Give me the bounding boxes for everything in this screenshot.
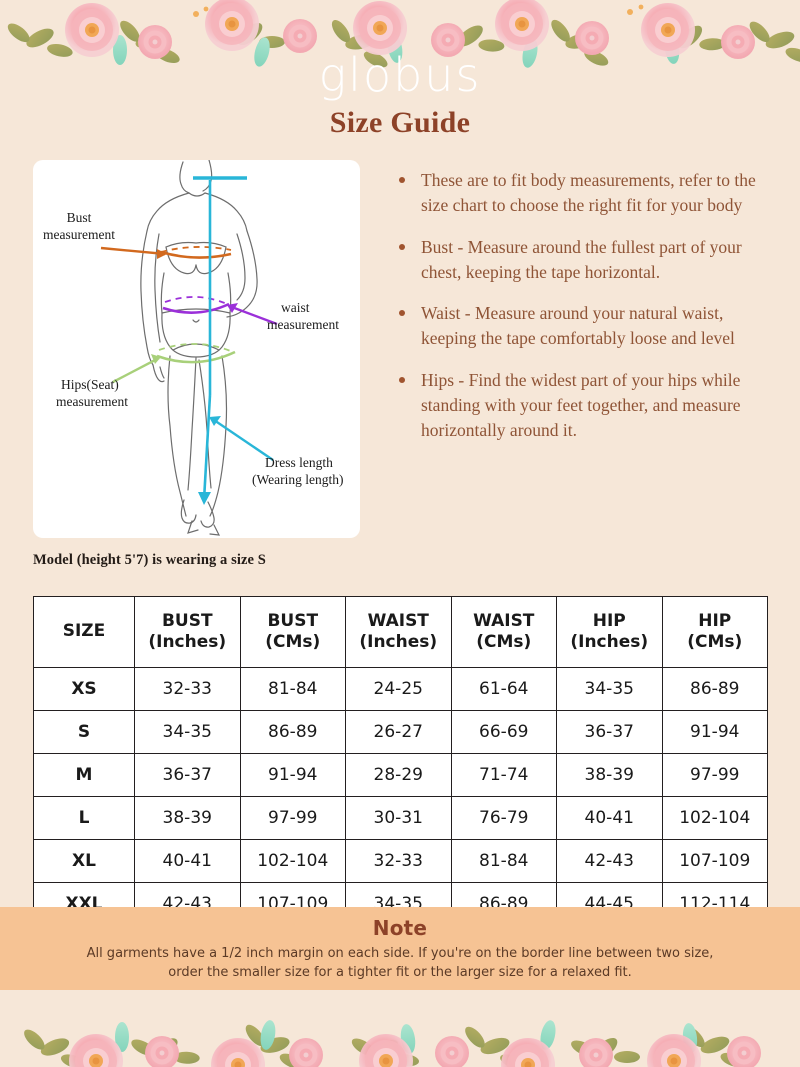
cell-size: XL [33, 839, 135, 883]
cell-waist-inches: 26-27 [345, 710, 452, 754]
waist-measure-arrow [162, 296, 278, 326]
cell-bust-cms: 81-84 [239, 667, 346, 711]
bullet-icon [399, 310, 405, 317]
measurement-tips-list: These are to fit body measurements, refe… [395, 168, 765, 443]
cell-waist-cms: 66-69 [450, 710, 557, 754]
main-content: Bust measurement waist measurement Hips(… [0, 160, 800, 569]
dress-label-line2: (Wearing length) [252, 472, 344, 487]
cell-bust-cms: 91-94 [239, 753, 346, 797]
cell-size: XS [33, 667, 135, 711]
list-item: Waist - Measure around your natural wais… [395, 301, 765, 351]
list-item: Hips - Find the widest part of your hips… [395, 368, 765, 443]
list-item: Bust - Measure around the fullest part o… [395, 235, 765, 285]
cell-hip-cms: 97-99 [661, 753, 768, 797]
table-row: L 38-39 97-99 30-31 76-79 40-41 102-104 [33, 796, 768, 840]
cell-size: M [33, 753, 135, 797]
cell-hip-inches: 36-37 [556, 710, 663, 754]
cell-waist-inches: 32-33 [345, 839, 452, 883]
size-chart-table-container: SIZE BUST (Inches) BUST (CMs) WAIST (Inc… [33, 596, 768, 926]
note-title: Note [372, 916, 428, 940]
cell-hip-cms: 86-89 [661, 667, 768, 711]
column-header-hip-inches: HIP (Inches) [556, 596, 663, 668]
table-header-row: SIZE BUST (Inches) BUST (CMs) WAIST (Inc… [33, 596, 768, 668]
bullet-icon [399, 243, 405, 250]
cell-hip-inches: 40-41 [556, 796, 663, 840]
cell-hip-cms: 102-104 [661, 796, 768, 840]
bust-label-line1: Bust [67, 210, 92, 225]
cell-waist-inches: 28-29 [345, 753, 452, 797]
table-row: S 34-35 86-89 26-27 66-69 36-37 91-94 [33, 710, 768, 754]
cell-size: S [33, 710, 135, 754]
page-title: Size Guide [329, 106, 471, 139]
column-header-waist-inches: WAIST (Inches) [345, 596, 452, 668]
cell-hip-inches: 34-35 [556, 667, 663, 711]
column-header-hip-cms: HIP (CMs) [661, 596, 768, 668]
hips-label-line1: Hips(Seat) [61, 377, 119, 392]
cell-waist-cms: 81-84 [450, 839, 557, 883]
tip-text: Waist - Measure around your natural wais… [421, 303, 735, 349]
cell-bust-inches: 38-39 [134, 796, 241, 840]
hips-measure-arrow [112, 343, 236, 384]
cell-bust-inches: 34-35 [134, 710, 241, 754]
column-header-bust-cms: BUST (CMs) [239, 596, 346, 668]
body-measurement-diagram: Bust measurement waist measurement Hips(… [33, 160, 360, 538]
cell-hip-inches: 38-39 [556, 753, 663, 797]
tip-text: Bust - Measure around the fullest part o… [421, 236, 742, 282]
cell-bust-cms: 102-104 [239, 839, 346, 883]
waist-label-line1: waist [281, 300, 310, 315]
model-caption: Model (height 5'7) is wearing a size S [33, 552, 266, 568]
note-body: All garments have a 1/2 inch margin on e… [86, 946, 714, 980]
table-row: M 36-37 91-94 28-29 71-74 38-39 97-99 [33, 753, 768, 797]
column-header-size: SIZE [33, 596, 135, 668]
cell-waist-inches: 30-31 [345, 796, 452, 840]
cell-bust-inches: 32-33 [134, 667, 241, 711]
cell-waist-cms: 61-64 [450, 667, 557, 711]
waist-label-line2: measurement [267, 317, 339, 332]
cell-bust-cms: 86-89 [239, 710, 346, 754]
cell-bust-cms: 97-99 [239, 796, 346, 840]
bust-label-line2: measurement [43, 227, 115, 242]
cell-size: L [33, 796, 135, 840]
tip-text: Hips - Find the widest part of your hips… [421, 370, 741, 440]
cell-waist-cms: 71-74 [450, 753, 557, 797]
list-item: These are to fit body measurements, refe… [395, 168, 765, 218]
cell-waist-cms: 76-79 [450, 796, 557, 840]
dress-label-line1: Dress length [265, 455, 333, 470]
brand-logo: globus [318, 48, 482, 102]
dress-length-arrow [193, 176, 274, 505]
column-header-waist-cms: WAIST (CMs) [450, 596, 557, 668]
cell-bust-inches: 40-41 [134, 839, 241, 883]
bust-measure-arrow [100, 246, 232, 259]
tips-column: These are to fit body measurements, refe… [395, 160, 765, 460]
note-banner: Note All garments have a 1/2 inch margin… [0, 907, 800, 990]
bullet-icon [399, 177, 405, 183]
hips-label-line2: measurement [56, 394, 128, 409]
table-row: XL 40-41 102-104 32-33 81-84 42-43 107-1… [33, 839, 768, 883]
cell-bust-inches: 36-37 [134, 753, 241, 797]
table-row: XS 32-33 81-84 24-25 61-64 34-35 86-89 [33, 667, 768, 711]
floral-border-bottom [0, 989, 800, 1067]
tip-text: These are to fit body measurements, refe… [421, 170, 756, 215]
cell-hip-cms: 91-94 [661, 710, 768, 754]
figure-column: Bust measurement waist measurement Hips(… [33, 160, 363, 569]
cell-hip-cms: 107-109 [661, 839, 768, 883]
column-header-bust-inches: BUST (Inches) [134, 596, 241, 668]
cell-hip-inches: 42-43 [556, 839, 663, 883]
bullet-icon [399, 377, 405, 384]
size-chart-table: SIZE BUST (Inches) BUST (CMs) WAIST (Inc… [33, 596, 768, 926]
cell-waist-inches: 24-25 [345, 667, 452, 711]
